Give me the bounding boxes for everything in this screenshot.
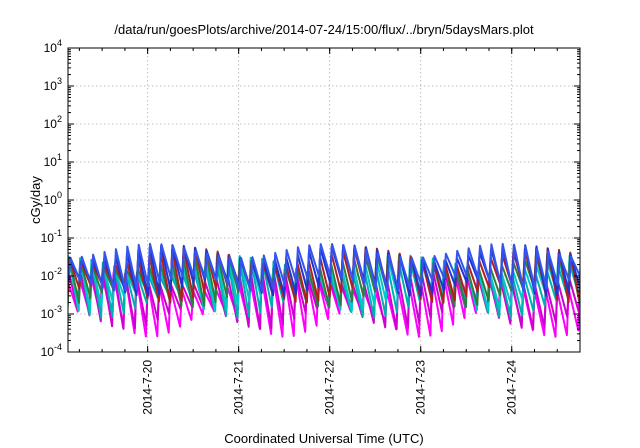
chart-title: /data/run/goesPlots/archive/2014-07-24/1… [114,22,534,37]
series-line [68,242,580,293]
y-tick-label: 10-1 [41,228,62,245]
y-tick-label: 102 [44,114,62,131]
x-tick-label: 2014-7-22 [323,360,337,415]
y-tick-label: 10-4 [41,342,62,359]
x-tick-label: 2014-7-23 [414,360,428,415]
x-axis-label: Coordinated Universal Time (UTC) [224,431,423,446]
x-tick-labels: 2014-7-20 2014-7-21 2014-7-22 2014-7-23 2014… [141,360,519,415]
y-tick-label: 10-3 [41,304,62,321]
y-tick-label: 101 [44,152,62,169]
series-layer [68,242,580,338]
ticks [68,47,580,353]
x-tick-label: 2014-7-24 [505,360,519,415]
y-tick-label: 104 [44,38,62,55]
x-tick-label: 2014-7-20 [141,360,155,415]
x-tick-label: 2014-7-21 [232,360,246,415]
y-tick-label: 100 [44,190,62,207]
y-tick-label: 10-2 [41,266,62,283]
y-axis-label: cGy/day [28,176,43,224]
y-tick-label: 103 [44,76,62,93]
y-tick-labels: 10-4 10-3 10-2 10-1 100 101 102 103 104 [41,38,62,359]
